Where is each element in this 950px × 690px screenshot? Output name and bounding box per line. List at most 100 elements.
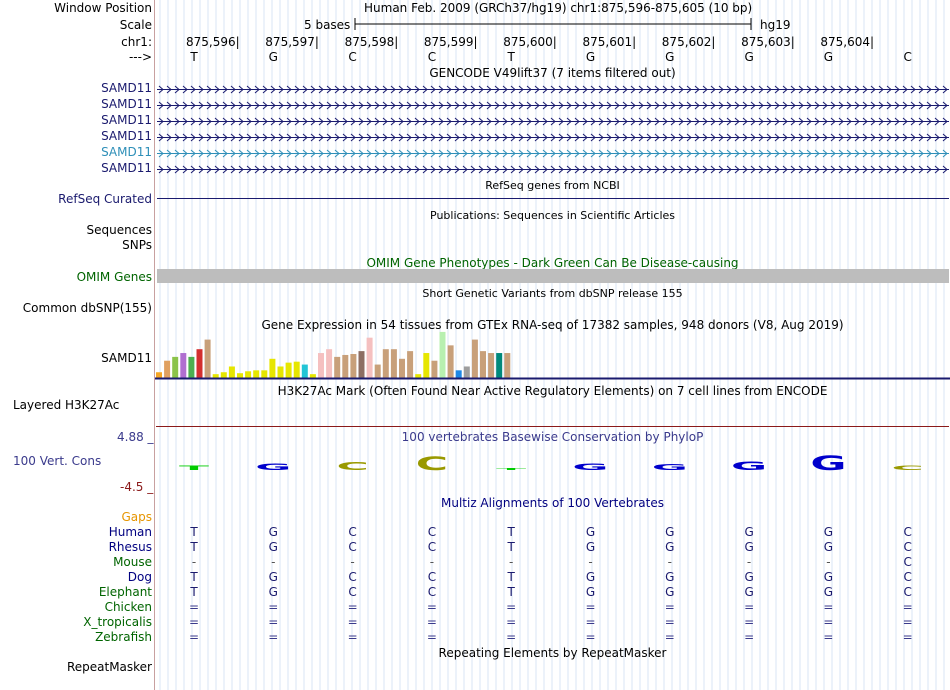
phylop-track-title[interactable]: 100 vertebrates Basewise Conservation by… bbox=[401, 430, 704, 444]
gtex-tissue-bar[interactable] bbox=[253, 370, 260, 378]
gtex-tissue-bar[interactable] bbox=[439, 331, 446, 378]
gtex-tissue-bar[interactable] bbox=[382, 349, 389, 378]
gencode-transcript[interactable] bbox=[157, 149, 949, 158]
gtex-tissue-bar[interactable] bbox=[228, 366, 235, 378]
phylop-base-glyph[interactable]: G bbox=[652, 463, 688, 472]
gencode-gene-label[interactable]: SAMD11 bbox=[101, 129, 152, 143]
dbsnp-label[interactable]: Common dbSNP(155) bbox=[22, 301, 152, 315]
gtex-tissue-bar[interactable] bbox=[455, 370, 462, 378]
refseq-track-title[interactable]: RefSeq genes from NCBI bbox=[485, 179, 620, 192]
gtex-tissue-bar[interactable] bbox=[204, 339, 211, 378]
gtex-tissue-bar[interactable] bbox=[496, 353, 503, 378]
gtex-tissue-bar[interactable] bbox=[245, 371, 252, 378]
gtex-tissue-bar[interactable] bbox=[237, 373, 243, 378]
gtex-tissue-bar[interactable] bbox=[220, 372, 227, 378]
phylop-base-glyph[interactable]: C bbox=[336, 460, 368, 473]
h3k27ac-label[interactable]: Layered H3K27Ac bbox=[13, 398, 120, 412]
snps-label[interactable]: SNPs bbox=[122, 238, 152, 252]
gtex-tissue-bar[interactable] bbox=[431, 360, 438, 378]
gtex-tissue-bar[interactable] bbox=[390, 349, 397, 378]
publications-track-title[interactable]: Publications: Sequences in Scientific Ar… bbox=[430, 209, 675, 222]
gtex-tissue-bar[interactable] bbox=[212, 374, 219, 378]
gtex-tissue-bar[interactable] bbox=[504, 353, 511, 378]
phylop-base-glyph[interactable]: T bbox=[496, 467, 527, 470]
phylop-base-glyph[interactable]: T bbox=[179, 465, 210, 472]
gtex-track-title[interactable]: Gene Expression in 54 tissues from GTEx … bbox=[261, 318, 844, 332]
gtex-tissue-bar[interactable] bbox=[318, 353, 324, 378]
species-label[interactable]: Mouse bbox=[113, 555, 152, 569]
gaps-label[interactable]: Gaps bbox=[121, 510, 152, 524]
species-label[interactable]: Chicken bbox=[104, 600, 152, 614]
phylop-base-glyph[interactable]: G bbox=[731, 459, 767, 472]
gencode-transcript[interactable] bbox=[157, 85, 949, 94]
gencode-transcript[interactable] bbox=[157, 165, 949, 174]
gencode-track-title[interactable]: GENCODE V49lift37 (7 items filtered out) bbox=[429, 66, 676, 80]
gencode-transcript[interactable] bbox=[157, 133, 949, 142]
gtex-tissue-bar[interactable] bbox=[423, 353, 430, 378]
gtex-tissue-bar[interactable] bbox=[156, 372, 162, 378]
gtex-expression-chart[interactable] bbox=[155, 330, 950, 382]
gencode-gene-label[interactable]: SAMD11 bbox=[101, 145, 152, 159]
refseq-gene-line[interactable] bbox=[157, 198, 949, 199]
gtex-tissue-bar[interactable] bbox=[350, 354, 357, 378]
gtex-tissue-bar[interactable] bbox=[261, 370, 268, 378]
gencode-gene-label[interactable]: SAMD11 bbox=[101, 161, 152, 175]
h3k27ac-track-title[interactable]: H3K27Ac Mark (Often Found Near Active Re… bbox=[277, 384, 828, 398]
gtex-tissue-bar[interactable] bbox=[407, 351, 414, 378]
gtex-tissue-bar[interactable] bbox=[480, 351, 486, 378]
phylop-base-glyph[interactable]: G bbox=[255, 462, 291, 472]
base-letter: C bbox=[348, 50, 357, 64]
gtex-tissue-bar[interactable] bbox=[326, 349, 333, 378]
species-label[interactable]: Human bbox=[108, 525, 152, 539]
gtex-tissue-bar[interactable] bbox=[366, 337, 373, 378]
gtex-tissue-bar[interactable] bbox=[342, 354, 349, 378]
gtex-tissue-bar[interactable] bbox=[196, 349, 203, 378]
phylop-base-glyph[interactable]: G bbox=[572, 462, 608, 472]
gtex-tissue-bar[interactable] bbox=[180, 353, 187, 378]
gtex-tissue-bar[interactable] bbox=[277, 366, 284, 378]
species-label[interactable]: X_tropicalis bbox=[83, 615, 152, 629]
gtex-tissue-bar[interactable] bbox=[188, 356, 195, 378]
gtex-tissue-bar[interactable] bbox=[488, 353, 495, 378]
gencode-gene-label[interactable]: SAMD11 bbox=[101, 113, 152, 127]
species-label[interactable]: Elephant bbox=[98, 585, 152, 599]
gtex-tissue-bar[interactable] bbox=[358, 351, 365, 378]
multiz-track-title[interactable]: Multiz Alignments of 100 Vertebrates bbox=[440, 496, 665, 510]
phylop-base-glyph[interactable]: C bbox=[892, 465, 924, 472]
gtex-tissue-bar[interactable] bbox=[399, 358, 405, 378]
gtex-tissue-bar[interactable] bbox=[293, 361, 300, 378]
gtex-tissue-bar[interactable] bbox=[463, 366, 470, 378]
dbsnp-track-title[interactable]: Short Genetic Variants from dbSNP releas… bbox=[422, 287, 683, 300]
gtex-tissue-bar[interactable] bbox=[447, 345, 454, 378]
gencode-gene-label[interactable]: SAMD11 bbox=[101, 97, 152, 111]
phylop-base-glyph[interactable]: G bbox=[810, 452, 846, 474]
gencode-transcript[interactable] bbox=[157, 101, 949, 110]
gtex-tissue-bar[interactable] bbox=[471, 339, 478, 378]
omim-label[interactable]: OMIM Genes bbox=[76, 270, 152, 284]
omim-feature-bar[interactable] bbox=[157, 269, 949, 283]
repeatmasker-label[interactable]: RepeatMasker bbox=[66, 660, 152, 674]
omim-track-title[interactable]: OMIM Gene Phenotypes - Dark Green Can Be… bbox=[366, 256, 739, 270]
gencode-gene-label[interactable]: SAMD11 bbox=[101, 81, 152, 95]
species-label[interactable]: Dog bbox=[127, 570, 152, 584]
phylop-base-glyph[interactable]: C bbox=[416, 453, 448, 474]
gtex-tissue-bar[interactable] bbox=[415, 374, 422, 378]
sequences-label[interactable]: Sequences bbox=[86, 223, 152, 237]
gtex-tissue-bar[interactable] bbox=[334, 356, 341, 378]
gtex-tissue-bar[interactable] bbox=[285, 362, 292, 378]
refseq-label[interactable]: RefSeq Curated bbox=[58, 192, 152, 206]
phylop-label[interactable]: 100 Vert. Cons bbox=[13, 454, 102, 468]
gtex-label[interactable]: SAMD11 bbox=[101, 351, 152, 365]
gencode-transcript[interactable] bbox=[157, 117, 949, 126]
h3k27ac-baseline[interactable] bbox=[156, 426, 949, 427]
repeatmasker-track-title[interactable]: Repeating Elements by RepeatMasker bbox=[438, 646, 667, 660]
gtex-tissue-bar[interactable] bbox=[301, 364, 308, 378]
species-label[interactable]: Zebrafish bbox=[95, 630, 152, 644]
gtex-tissue-bar[interactable] bbox=[164, 360, 171, 378]
gtex-tissue-bar[interactable] bbox=[309, 374, 316, 378]
species-label[interactable]: Rhesus bbox=[108, 540, 152, 554]
gtex-tissue-bar[interactable] bbox=[172, 356, 179, 378]
gtex-tissue-bar[interactable] bbox=[269, 358, 276, 378]
gtex-tissue-bar[interactable] bbox=[374, 364, 381, 378]
